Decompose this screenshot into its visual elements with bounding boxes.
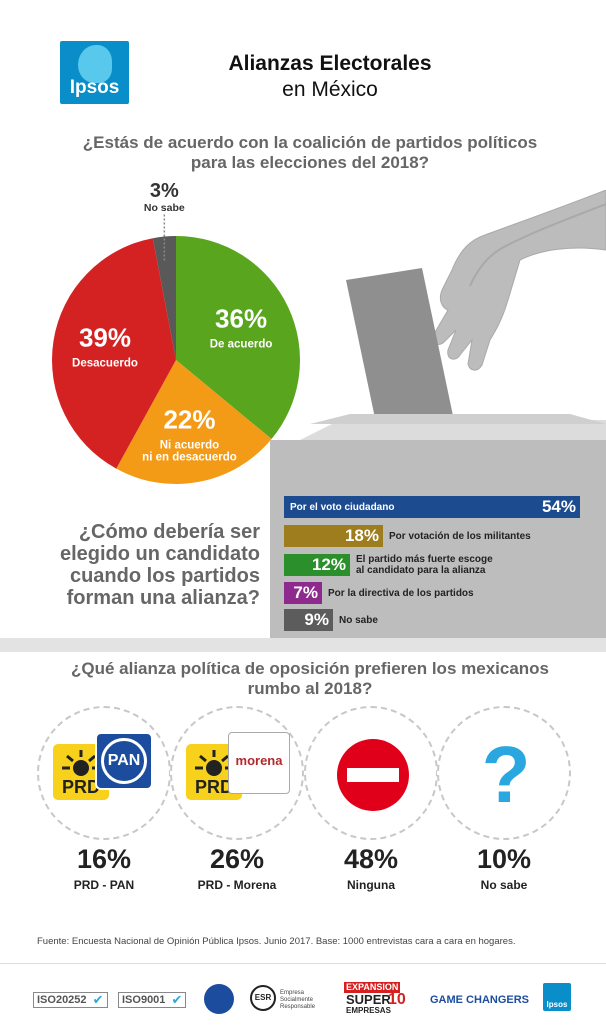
question-2: ¿Cómo debería ser elegido un candidato c… [59,521,260,609]
prd-text: PRD [194,777,233,797]
check-icon: ✔ [92,992,104,1007]
alliance-percent: 10% [476,844,532,874]
alliance-name: No sabe [480,878,528,892]
hand-icon [432,190,606,371]
game-changers-label: GAME CHANGERS [430,994,530,1006]
expansion-label: EXPANSION [344,982,401,993]
pie-slice [52,238,176,469]
ballot-paper-icon [346,268,456,442]
question-3: ¿Qué alianza política de oposición prefi… [70,659,550,698]
iso-label: ISO9001 [122,994,166,1006]
pan-ring [101,738,147,784]
bar-row: 9% No sabe [284,609,580,631]
page-subtitle: en México [282,78,378,101]
sun-icon [195,750,233,776]
bar-value-label: 12% [311,555,346,574]
footer: ISO20252 ✔ ISO9001 ✔ ESR Empresa Socialmen… [0,975,606,1015]
ipsos-mini-logo: Ipsos [543,983,571,1011]
page-title: Alianzas Electorales [228,52,432,75]
alliance-prd-morena: PRD morena 26% PRD - Morena [170,706,304,902]
pie-category-label: No sabe [144,202,185,214]
alliance-circle [304,706,438,840]
bar-category-label: Por el voto ciudadano [290,502,395,513]
bar-row: 18% Por votación de los militantes [284,525,580,547]
alliance-name: Ninguna [347,878,395,892]
bar-category-label: El partido más fuerte escoge al candidat… [356,554,493,576]
pie-value-label: 3% [150,180,179,202]
certification-seal-icon [204,984,234,1014]
divider-band [0,638,606,652]
bar [284,554,350,576]
bar-value-label: 7% [293,583,318,602]
alliance-name: PRD - PAN [73,878,135,892]
pie-category-label: ni en desacuerdo [142,452,237,464]
esr-logo: ESR Empresa Socialmente Responsable [250,985,330,1015]
bar-row: 54% Por el voto ciudadano [284,496,580,518]
ballot-illustration [270,190,606,480]
pie-value-label: 39% [79,323,131,353]
prd-text: PRD [61,777,100,797]
alliance-no-sabe: ? 10% No sabe [437,706,571,902]
bar-category-label: Por la directiva de los partidos [328,588,474,599]
pie-slice [152,236,176,360]
alliance-circle: ? [437,706,571,840]
check-icon: ✔ [171,992,183,1007]
pie-category-label: Ni acuerdo [160,440,219,452]
alliance-percent: 16% [76,844,132,874]
candidate-selection-chart: 54% Por el voto ciudadano 18% Por votación … [270,478,606,638]
bar [284,609,333,631]
pie-value-label: 22% [163,405,215,435]
logo-text: Ipsos [69,77,120,98]
alliance-circle: PRD morena [170,706,304,840]
esr-mark: ESR [250,985,276,1011]
super-label: SUPER [346,992,391,1007]
ten-label: 10 [388,991,406,1008]
question-1: ¿Estás de acuerdo con la coalición de pa… [82,133,538,172]
alliance-circle: PRD PAN [37,706,171,840]
bar [284,525,383,547]
alliance-ninguna: 48% Ninguna [304,706,438,902]
no-entry-icon [337,739,409,811]
ipsos-logo: Ipsos [60,41,129,104]
bar-category-label: Por votación de los militantes [389,531,531,542]
iso-9001-badge: ISO9001 ✔ [118,992,187,1008]
alliance-percent: 48% [343,844,399,874]
pie-slice [176,236,300,440]
mini-logo-text: Ipsos [546,1000,568,1009]
alliance-percent: 26% [209,844,265,874]
morena-logo-icon: morena [228,732,290,794]
bar-value-label: 18% [344,526,379,545]
morena-text: morena [235,753,283,768]
pie-slice [116,360,272,484]
source-note: Fuente: Encuesta Nacional de Opinión Púb… [37,936,516,947]
bar-value-label: 9% [304,610,329,629]
pan-text: PAN [107,752,141,769]
bar [284,496,580,518]
bar [284,582,322,604]
bar-row: 12% El partido más fuerte escoge al candi… [284,554,580,576]
esr-text: Empresa Socialmente Responsable [280,990,316,1010]
pie-value-label: 36% [215,303,267,333]
empresas-label: EMPRESAS [346,1006,391,1015]
bar-row: 7% Por la directiva de los partidos [284,582,580,604]
iso-label: ISO20252 [37,994,87,1006]
bar-value-label: 54% [541,497,576,516]
bar-category-label: No sabe [339,615,378,626]
alliance-name: PRD - Morena [197,878,277,892]
ballot-box-icon [270,414,606,480]
pie-category-label: Desacuerdo [72,358,138,370]
expansion-super-empresas-logo: EXPANSION SUPER 10 EMPRESAS [334,982,416,1016]
iso-20252-badge: ISO20252 ✔ [33,992,108,1008]
pan-logo-icon: PAN [95,732,153,790]
footer-divider [0,963,606,964]
question-mark-icon: ? [481,730,531,819]
pie-category-label: De acuerdo [210,338,273,350]
no-entry-bar [347,768,399,782]
alliance-prd-pan: PRD PAN 16% PRD - PAN [37,706,171,902]
head-silhouette-icon [78,45,112,83]
